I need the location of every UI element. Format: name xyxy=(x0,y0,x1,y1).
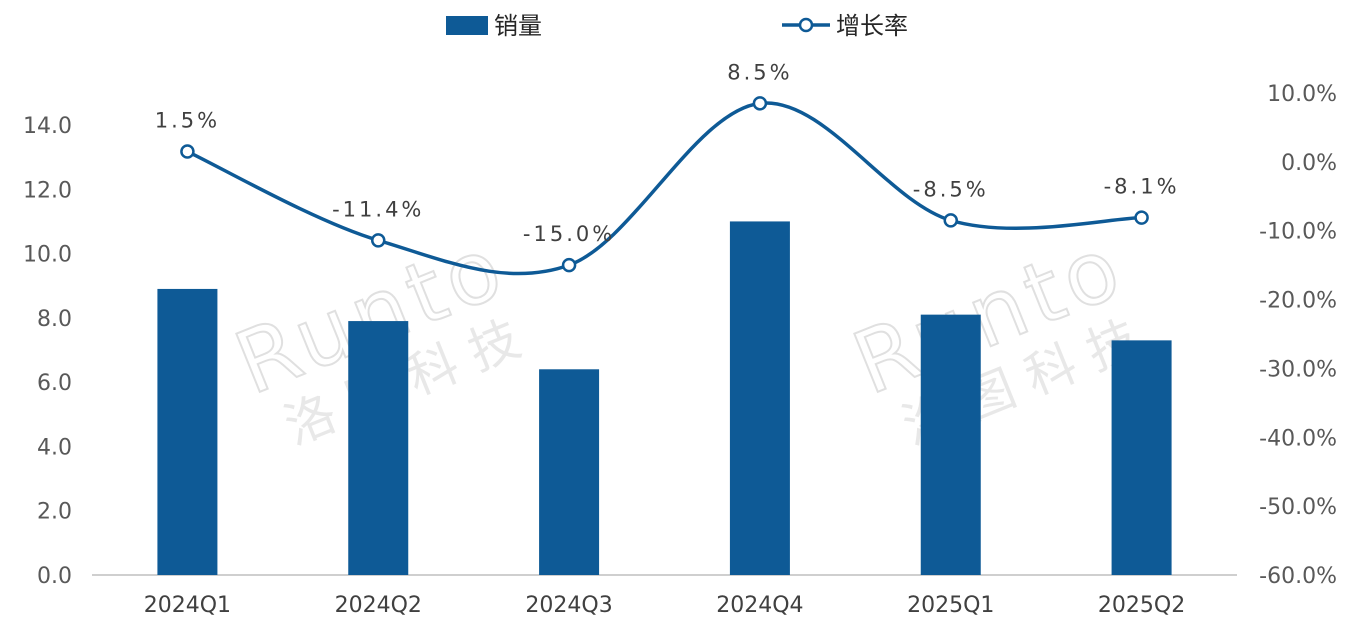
bar xyxy=(920,314,981,575)
left-tick-label: 4.0 xyxy=(37,435,72,460)
x-tick-label: 2024Q1 xyxy=(144,593,231,618)
right-tick-label: -50.0% xyxy=(1259,495,1337,520)
growth-rate-marker xyxy=(561,257,577,273)
growth-rate-label: -15.0% xyxy=(523,222,615,246)
right-tick-label: -40.0% xyxy=(1259,426,1337,451)
right-tick-label: -60.0% xyxy=(1259,564,1337,589)
x-tick-label: 2024Q4 xyxy=(716,593,803,618)
bar xyxy=(729,221,790,575)
x-tick-label: 2025Q2 xyxy=(1098,593,1185,618)
left-tick-label: 0.0 xyxy=(37,564,72,589)
right-axis: -60.0% -50.0% -40.0% -30.0% -20.0% -10.0% 0.0%… xyxy=(1259,82,1337,589)
x-tick-label: 2024Q3 xyxy=(525,593,612,618)
growth-rate-marker xyxy=(1134,210,1149,225)
left-tick-label: 8.0 xyxy=(37,307,72,332)
legend-line-marker xyxy=(798,17,814,33)
growth-rate-label: -8.1% xyxy=(1104,175,1180,199)
legend-line-label: 增长率 xyxy=(836,12,908,40)
left-tick-label: 10.0 xyxy=(23,243,72,268)
legend-bar-swatch xyxy=(446,16,488,35)
left-tick-label: 14.0 xyxy=(23,114,72,139)
x-axis: 2024Q1 2024Q2 2024Q3 2024Q4 2025Q1 2025Q2 xyxy=(144,593,1185,618)
bar xyxy=(348,321,409,575)
legend: 销量 增长率 xyxy=(446,12,908,40)
right-tick-label: -20.0% xyxy=(1259,289,1337,314)
right-tick-label: 0.0% xyxy=(1281,151,1337,176)
x-tick-label: 2024Q2 xyxy=(335,593,422,618)
growth-rate-marker xyxy=(371,233,386,248)
growth-rate-marker xyxy=(752,96,768,111)
growth-rate-marker xyxy=(943,213,958,228)
growth-rate-label: -11.4% xyxy=(332,197,424,221)
growth-rate-labels: 1.5% -11.4% -15.0% 8.5% -8.5% -8.1% xyxy=(155,60,1180,246)
bar xyxy=(157,288,218,575)
growth-rate-markers xyxy=(180,96,1149,273)
left-tick-label: 6.0 xyxy=(37,371,72,396)
growth-rate-label: 8.5% xyxy=(727,60,792,84)
growth-rate-marker xyxy=(180,144,195,159)
left-tick-label: 12.0 xyxy=(23,178,72,203)
legend-bar-label: 销量 xyxy=(494,12,542,40)
bar-series xyxy=(157,221,1172,575)
growth-rate-label: -8.5% xyxy=(913,177,989,201)
left-axis: 0.0 2.0 4.0 6.0 8.0 10.0 12.0 14.0 xyxy=(23,114,72,589)
x-tick-label: 2025Q1 xyxy=(907,593,994,618)
right-tick-label: 10.0% xyxy=(1267,82,1337,107)
bar xyxy=(1111,340,1172,575)
left-tick-label: 2.0 xyxy=(37,500,72,525)
right-tick-label: -30.0% xyxy=(1259,357,1337,382)
right-tick-label: -10.0% xyxy=(1259,220,1337,245)
growth-rate-label: 1.5% xyxy=(155,109,220,133)
growth-rate-line xyxy=(186,101,1142,276)
bar xyxy=(539,369,600,575)
